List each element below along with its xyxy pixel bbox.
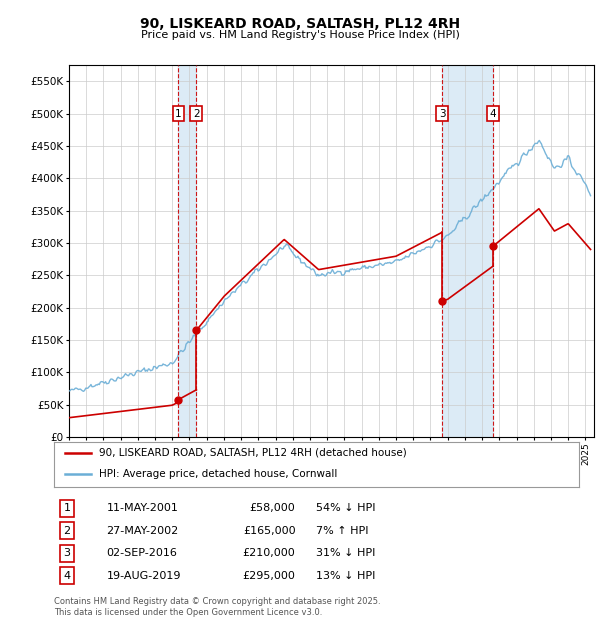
Text: 13% ↓ HPI: 13% ↓ HPI <box>317 571 376 581</box>
Text: £58,000: £58,000 <box>250 503 296 513</box>
Text: 54% ↓ HPI: 54% ↓ HPI <box>317 503 376 513</box>
Text: 90, LISKEARD ROAD, SALTASH, PL12 4RH (detached house): 90, LISKEARD ROAD, SALTASH, PL12 4RH (de… <box>98 448 406 458</box>
Text: 2: 2 <box>64 526 71 536</box>
Bar <box>442 65 493 437</box>
Text: Price paid vs. HM Land Registry's House Price Index (HPI): Price paid vs. HM Land Registry's House … <box>140 30 460 40</box>
Text: 90, LISKEARD ROAD, SALTASH, PL12 4RH: 90, LISKEARD ROAD, SALTASH, PL12 4RH <box>140 17 460 32</box>
Text: 4: 4 <box>64 571 71 581</box>
Text: £295,000: £295,000 <box>242 571 296 581</box>
Text: 27-MAY-2002: 27-MAY-2002 <box>107 526 179 536</box>
Text: 11-MAY-2001: 11-MAY-2001 <box>107 503 178 513</box>
Text: £165,000: £165,000 <box>243 526 296 536</box>
Text: 1: 1 <box>64 503 71 513</box>
Text: Contains HM Land Registry data © Crown copyright and database right 2025.
This d: Contains HM Land Registry data © Crown c… <box>54 598 380 617</box>
Text: 1: 1 <box>175 108 182 118</box>
Text: 31% ↓ HPI: 31% ↓ HPI <box>317 548 376 558</box>
Bar <box>178 65 196 437</box>
Text: 7% ↑ HPI: 7% ↑ HPI <box>317 526 369 536</box>
Text: 19-AUG-2019: 19-AUG-2019 <box>107 571 181 581</box>
Text: 3: 3 <box>439 108 445 118</box>
Text: 2: 2 <box>193 108 200 118</box>
Text: 02-SEP-2016: 02-SEP-2016 <box>107 548 178 558</box>
Text: 4: 4 <box>490 108 496 118</box>
Text: 3: 3 <box>64 548 71 558</box>
Text: £210,000: £210,000 <box>243 548 296 558</box>
Text: HPI: Average price, detached house, Cornwall: HPI: Average price, detached house, Corn… <box>98 469 337 479</box>
